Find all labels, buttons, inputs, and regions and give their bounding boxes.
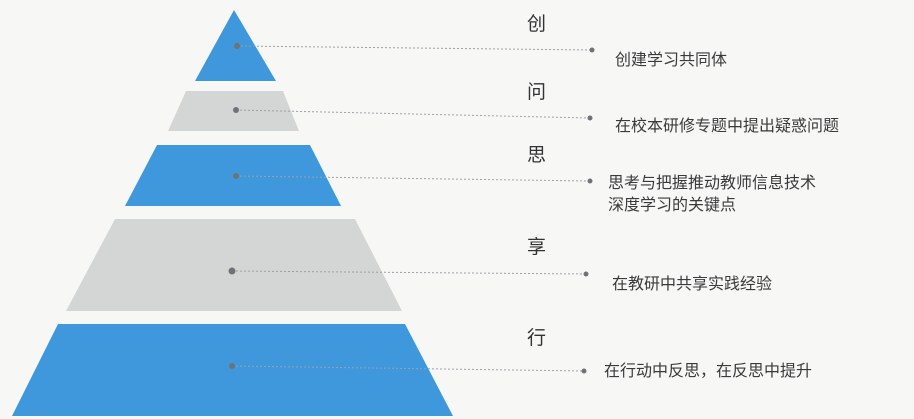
connector-end-dot-2 — [587, 115, 593, 121]
level-title-1: 创 — [527, 13, 547, 35]
level-description-2-line-1: 在校本研修专题中提出疑惑问题 — [615, 116, 840, 135]
connector-line-4 — [231, 270, 587, 275]
level-title-2: 问 — [527, 81, 547, 103]
level-description-5: 在行动中反思，在反思中提升 — [604, 360, 812, 382]
connector-line-5 — [231, 365, 585, 372]
connector-line-2 — [235, 109, 591, 119]
level-description-3: 思考与把握推动教师信息技术 深度学习的关键点 — [608, 172, 816, 216]
connector-end-dot-3 — [587, 178, 593, 184]
pyramid-level-3-shape — [125, 145, 341, 206]
level-description-5-line-1: 在行动中反思，在反思中提升 — [604, 361, 813, 380]
level-description-3-line-2: 深度学习的关键点 — [608, 195, 737, 214]
level-description-1: 创建学习共同体 — [615, 49, 727, 71]
connector-start-dot-5 — [229, 363, 235, 369]
level-title-3: 思 — [527, 144, 547, 166]
connector-start-dot-1 — [234, 43, 240, 49]
connector-start-dot-2 — [233, 107, 239, 113]
level-description-2: 在校本研修专题中提出疑惑问题 — [615, 115, 839, 137]
level-description-3-line-1: 思考与把握推动教师信息技术 — [608, 173, 817, 192]
connector-end-dot-4 — [583, 271, 589, 277]
connector-line-3 — [235, 175, 591, 182]
connector-end-dot-5 — [581, 368, 587, 374]
connector-end-dot-1 — [589, 47, 595, 53]
level-title-5: 行 — [527, 327, 547, 349]
connector-start-dot-3 — [233, 173, 239, 179]
connector-line-1 — [236, 45, 593, 51]
level-title-4: 享 — [527, 236, 547, 258]
level-description-4: 在教研中共享实践经验 — [612, 273, 772, 295]
pyramid-level-5-shape — [12, 324, 453, 416]
level-description-1-line-1: 创建学习共同体 — [615, 50, 728, 69]
level-description-4-line-1: 在教研中共享实践经验 — [612, 274, 773, 293]
connector-start-dot-4 — [228, 267, 236, 275]
pyramid-level-4-shape — [66, 219, 402, 311]
